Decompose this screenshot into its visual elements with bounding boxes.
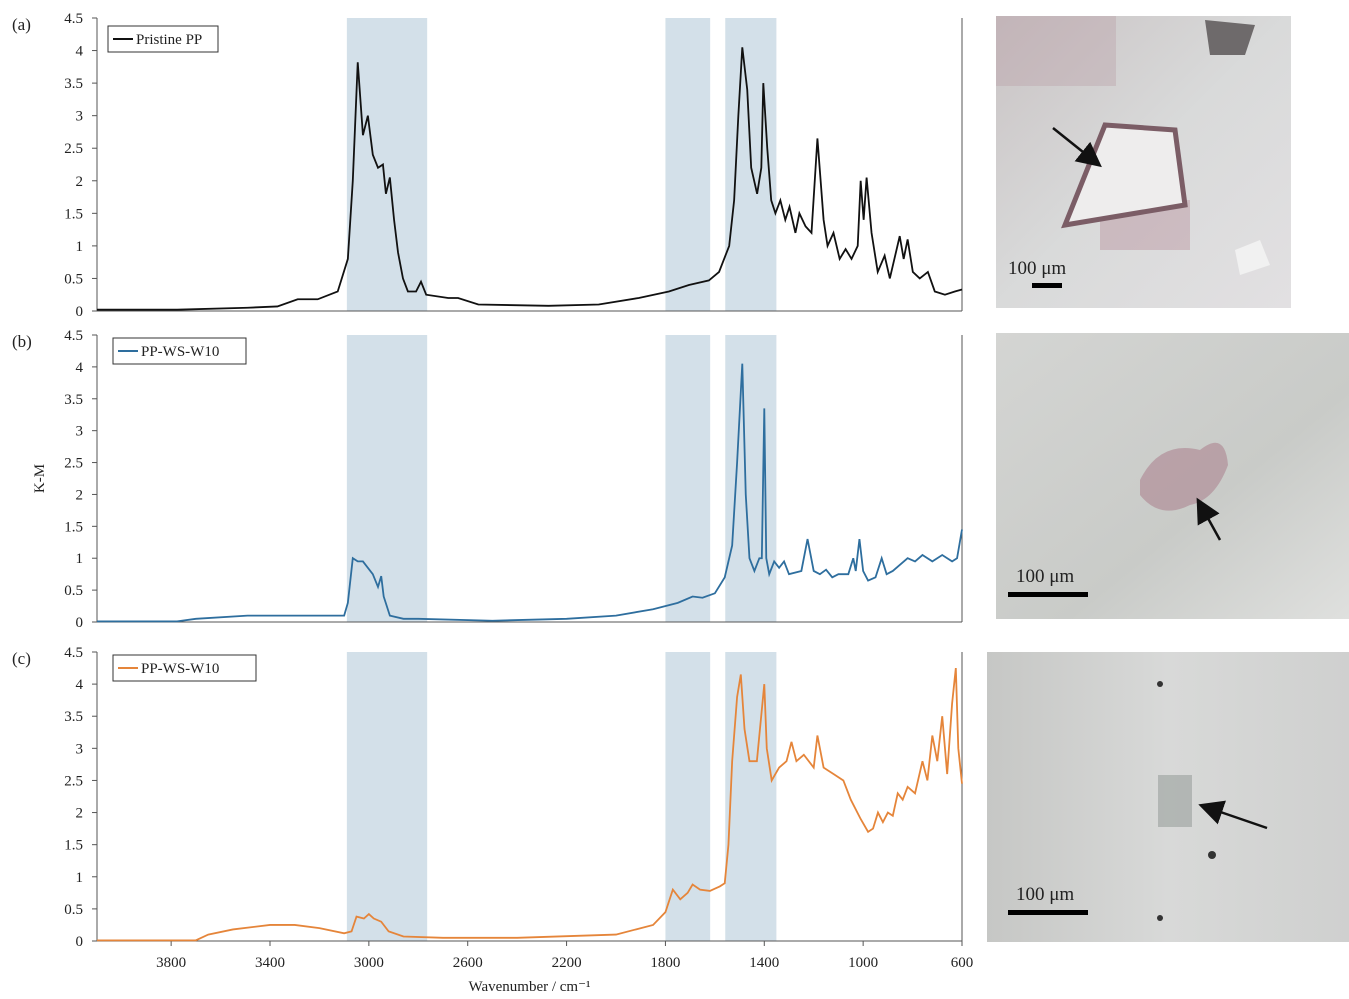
spectrum-line [97,47,962,309]
x-tick-label: 2200 [552,955,582,971]
y-tick-label: 3.5 [64,76,83,92]
scale-bar-label: 100 μm [1008,258,1066,279]
y-axis-label: K-M [32,464,48,493]
y-tick-label: 2 [76,806,84,822]
y-tick-label: 3 [76,741,84,757]
y-tick-label: 4.5 [64,328,83,344]
y-tick-label: 0.5 [64,902,83,918]
shaded-band [725,335,776,622]
y-tick-label: 1.5 [64,519,83,535]
y-tick-label: 1 [76,239,84,255]
y-tick-label: 3 [76,424,84,440]
y-tick-label: 4.5 [64,11,83,27]
x-axis-label: Wavenumber / cm⁻¹ [469,979,591,994]
y-tick-label: 2.5 [64,773,83,789]
y-tick-label: 1 [76,551,84,567]
micrograph: 100 μm [987,652,1349,942]
y-tick-label: 4 [76,360,84,376]
y-tick-label: 0 [76,934,84,950]
y-tick-label: 1 [76,870,84,886]
shaded-band [347,18,427,311]
y-tick-label: 1.5 [64,838,83,854]
y-tick-label: 2 [76,174,84,190]
x-tick-label: 1000 [848,955,878,971]
panel-label: (a) [12,15,31,34]
x-tick-label: 600 [951,955,974,971]
micrograph: 100 μm [996,16,1291,308]
panel-label: (b) [12,332,32,351]
y-tick-label: 0 [76,304,84,320]
y-tick-label: 3.5 [64,709,83,725]
shaded-band [347,335,427,622]
y-tick-label: 0.5 [64,583,83,599]
shaded-band [665,652,710,941]
figure: 100 μm 100 μm 100 μm 0 0.5 1 1.5 2 2.5 3 3.5 4 4.… [0,0,1349,994]
x-tick-label: 1800 [650,955,680,971]
micrograph: 100 μm [996,333,1349,619]
x-tick-label: 1400 [749,955,779,971]
shaded-band [665,18,710,311]
y-tick-label: 4 [76,677,84,693]
y-tick-label: 3.5 [64,392,83,408]
shaded-band [665,335,710,622]
y-tick-label: 4.5 [64,645,83,661]
y-tick-label: 2 [76,487,84,503]
shaded-band [347,652,427,941]
scale-bar-label: 100 μm [1016,566,1074,587]
x-tick-label: 3400 [255,955,285,971]
scale-bar-label: 100 μm [1016,884,1074,905]
y-tick-label: 2.5 [64,141,83,157]
shaded-band [725,652,776,941]
legend-label: Pristine PP [136,32,202,48]
y-tick-label: 4 [76,44,84,60]
y-tick-label: 2.5 [64,456,83,472]
y-tick-label: 0 [76,615,84,631]
x-tick-label: 3800 [156,955,186,971]
legend-label: PP-WS-W10 [141,661,219,677]
panel-label: (c) [12,649,31,668]
y-tick-label: 1.5 [64,206,83,222]
x-tick-label: 3000 [354,955,384,971]
x-tick-label: 2600 [453,955,483,971]
spectrum-line [97,364,962,622]
legend-label: PP-WS-W10 [141,344,219,360]
y-tick-label: 3 [76,109,84,125]
spectrum-line [97,668,962,940]
y-tick-label: 0.5 [64,271,83,287]
